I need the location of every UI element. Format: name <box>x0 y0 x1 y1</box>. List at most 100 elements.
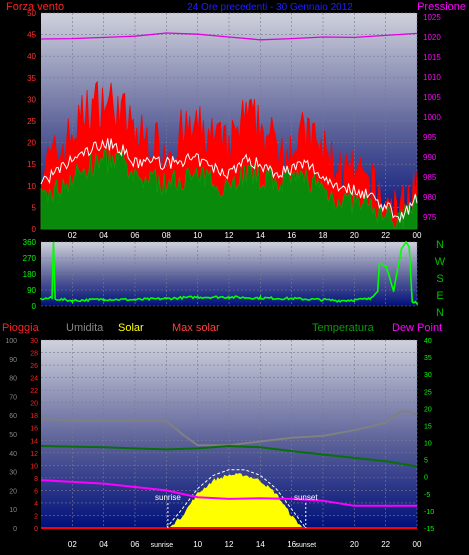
legend-rain: Pioggia <box>2 322 40 334</box>
legend-humidity: Umidita <box>66 322 104 334</box>
hour-label: 12 <box>225 231 234 240</box>
wind-tick-label: 30 <box>27 95 36 104</box>
rain-tick-label: 8 <box>34 476 38 483</box>
temperature-tick-label: 35 <box>424 355 432 362</box>
temperature-tick-label: 5 <box>424 458 428 465</box>
compass-letter: N <box>436 307 444 319</box>
hour-label: 20 <box>350 231 359 240</box>
chart-title: 24 Ore precedenti - 30 Gennaio 2012 <box>187 2 353 13</box>
series-average-wind <box>40 148 418 230</box>
direction-grid <box>41 241 418 307</box>
direction-series <box>40 240 418 307</box>
temperature-tick-label: -15 <box>424 526 434 533</box>
humidity-tick-label: 20 <box>9 488 17 495</box>
pressure-tick-label: 1025 <box>423 13 441 22</box>
temperature-hour-label: sunrise <box>151 542 174 549</box>
humidity-tick-label: 0 <box>13 526 17 533</box>
direction-tick-label: 90 <box>27 286 36 295</box>
series-dew-point <box>40 479 417 507</box>
series-temperature <box>40 444 418 468</box>
series-solar <box>168 473 304 529</box>
compass-letter: E <box>436 290 443 302</box>
temperature-hour-label: 00 <box>413 540 422 549</box>
rain-tick-label: 22 <box>30 388 38 395</box>
wind-tick-label: 25 <box>27 117 36 126</box>
legend-dew-point: Dew Point <box>392 322 442 334</box>
wind-tick-label: 40 <box>27 52 36 61</box>
rain-tick-label: 26 <box>30 363 38 370</box>
temperature-hour-labels: 02 04 06 sunrise 10 12 14 16 sunset 20 22 00 <box>68 540 422 549</box>
pressure-tick-label: 1010 <box>423 73 441 82</box>
series-humidity <box>40 410 418 447</box>
humidity-tick-label: 30 <box>9 470 17 477</box>
temperature-tick-label: 15 <box>424 423 432 430</box>
humidity-tick-label: 80 <box>9 376 17 383</box>
temperature-tick-label: 0 <box>424 475 428 482</box>
wind-tick-label: 50 <box>27 9 36 18</box>
compass-letter: N <box>436 239 444 251</box>
rain-tick-label: 14 <box>30 438 38 445</box>
legend-temperature: Temperatura <box>312 322 375 334</box>
temperature-hour-label: sunset <box>295 542 316 549</box>
rain-tick-label: 10 <box>30 463 38 470</box>
rain-tick-label: 2 <box>34 513 38 520</box>
temperature-tick-label: 10 <box>424 441 432 448</box>
hour-label: 06 <box>131 231 140 240</box>
legend-max-solar: Max solar <box>172 322 220 334</box>
pressure-title: Pressione <box>417 1 466 13</box>
temperature-hour-label: 02 <box>68 540 77 549</box>
wind-hour-labels: 02 04 06 08 10 12 14 16 18 20 22 00 <box>68 231 422 240</box>
hour-label: 02 <box>68 231 77 240</box>
temperature-tick-label: 40 <box>424 338 432 345</box>
humidity-tick-label: 50 <box>9 432 17 439</box>
humidity-tick-label: 40 <box>9 451 17 458</box>
temperature-hour-label: 20 <box>350 540 359 549</box>
hour-label: 22 <box>381 231 390 240</box>
wind-axis-labels: 0 5 10 15 20 25 30 35 40 45 50 <box>27 9 36 234</box>
temperature-axis-labels: -15 -10 -5 0 5 10 15 20 25 30 35 40 <box>424 338 434 533</box>
direction-tick-label: 180 <box>23 270 37 279</box>
humidity-tick-label: 10 <box>9 507 17 514</box>
temperature-tick-label: 25 <box>424 389 432 396</box>
temperature-hour-label: 06 <box>131 540 140 549</box>
rain-tick-label: 4 <box>34 501 38 508</box>
temperature-tick-label: -10 <box>424 509 434 516</box>
pressure-tick-label: 995 <box>423 133 437 142</box>
hour-label: 14 <box>256 231 265 240</box>
humidity-axis-labels: 0 10 20 30 40 50 60 70 80 90 100 <box>5 338 17 533</box>
series-max-solar <box>165 469 307 529</box>
compass-letter: W <box>435 256 446 268</box>
compass-letter: S <box>436 273 443 285</box>
rain-tick-label: 18 <box>30 413 38 420</box>
sun-marker-label: sunrise <box>155 493 181 502</box>
hour-label: 04 <box>99 231 108 240</box>
direction-tick-label: 270 <box>23 254 37 263</box>
hour-label: 16 <box>287 231 296 240</box>
temperature-hour-label: 16 <box>287 540 296 549</box>
hour-label: 00 <box>413 231 422 240</box>
temperature-tick-label: -5 <box>424 492 430 499</box>
temperature-hour-label: 14 <box>256 540 265 549</box>
pressure-tick-label: 985 <box>423 173 437 182</box>
temperature-tick-label: 30 <box>424 372 432 379</box>
humidity-tick-label: 70 <box>9 394 17 401</box>
pressure-tick-label: 1015 <box>423 53 441 62</box>
rain-tick-label: 28 <box>30 351 38 358</box>
rain-tick-label: 16 <box>30 426 38 433</box>
direction-axis-labels: 0 90 180 270 360 <box>23 238 37 311</box>
temperature-hour-label: 04 <box>99 540 108 549</box>
temperature-series: sunrise sunset <box>40 410 418 529</box>
rain-tick-label: 24 <box>30 376 38 383</box>
humidity-tick-label: 90 <box>9 357 17 364</box>
wind-title: Forza vento <box>6 1 64 13</box>
rain-tick-label: 20 <box>30 401 38 408</box>
pressure-tick-label: 975 <box>423 213 437 222</box>
hour-label: 10 <box>193 231 202 240</box>
direction-tick-label: 0 <box>32 302 37 311</box>
direction-tick-label: 360 <box>23 238 37 247</box>
